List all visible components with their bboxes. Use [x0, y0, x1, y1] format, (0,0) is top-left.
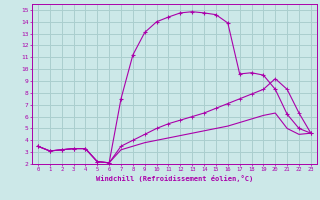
X-axis label: Windchill (Refroidissement éolien,°C): Windchill (Refroidissement éolien,°C): [96, 175, 253, 182]
